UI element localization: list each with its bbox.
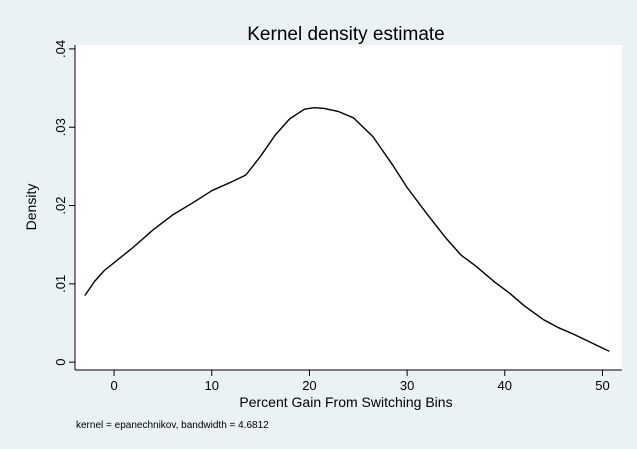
x-tick-label: 50 xyxy=(595,378,609,393)
y-tick-label: .01 xyxy=(53,275,68,293)
chart-title: Kernel density estimate xyxy=(247,24,445,45)
y-tick-label: .02 xyxy=(53,197,68,215)
bandwidth-note: kernel = epanechnikov, bandwidth = 4.681… xyxy=(76,420,269,431)
x-tick-label: 0 xyxy=(110,378,117,393)
density-series-line xyxy=(84,107,610,352)
y-tick-label: .03 xyxy=(53,118,68,136)
x-axis-label: Percent Gain From Switching Bins xyxy=(239,394,452,410)
x-tick-label: 30 xyxy=(400,378,414,393)
y-tick-label: .04 xyxy=(53,40,68,58)
y-axis-ticks: 0 .01 .02 .03 .04 xyxy=(53,40,75,366)
plot-area xyxy=(75,45,622,370)
y-axis-label: Density xyxy=(23,184,39,231)
x-tick-label: 10 xyxy=(205,378,219,393)
x-tick-label: 20 xyxy=(302,378,316,393)
x-axis-ticks: 0 10 20 30 40 50 xyxy=(110,370,610,393)
x-tick-label: 40 xyxy=(498,378,512,393)
y-tick-label: 0 xyxy=(53,359,68,366)
